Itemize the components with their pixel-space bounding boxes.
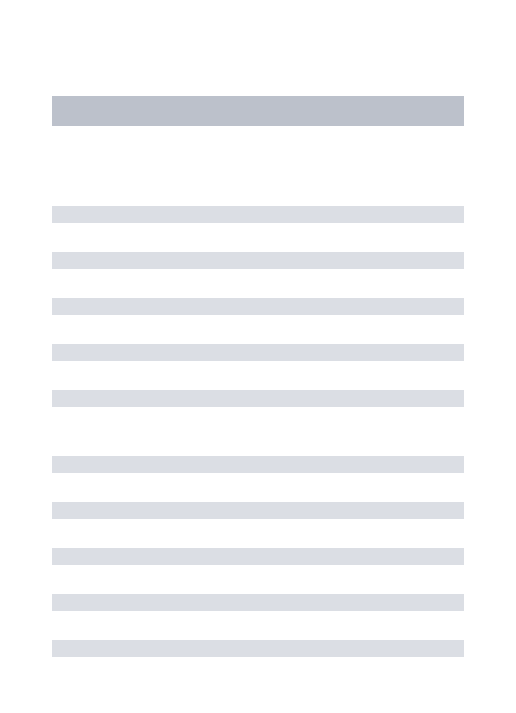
text-line-placeholder [52, 548, 464, 565]
text-line-placeholder [52, 456, 464, 473]
text-line-placeholder [52, 502, 464, 519]
text-line-placeholder [52, 594, 464, 611]
text-line-placeholder [52, 640, 464, 657]
paragraph-group-1 [52, 206, 464, 407]
text-line-placeholder [52, 252, 464, 269]
text-line-placeholder [52, 390, 464, 407]
text-line-placeholder [52, 298, 464, 315]
paragraph-group-2 [52, 456, 464, 657]
text-line-placeholder [52, 206, 464, 223]
text-line-placeholder [52, 344, 464, 361]
title-placeholder [52, 96, 464, 126]
document-skeleton [0, 0, 516, 657]
section-spacer [52, 436, 464, 456]
